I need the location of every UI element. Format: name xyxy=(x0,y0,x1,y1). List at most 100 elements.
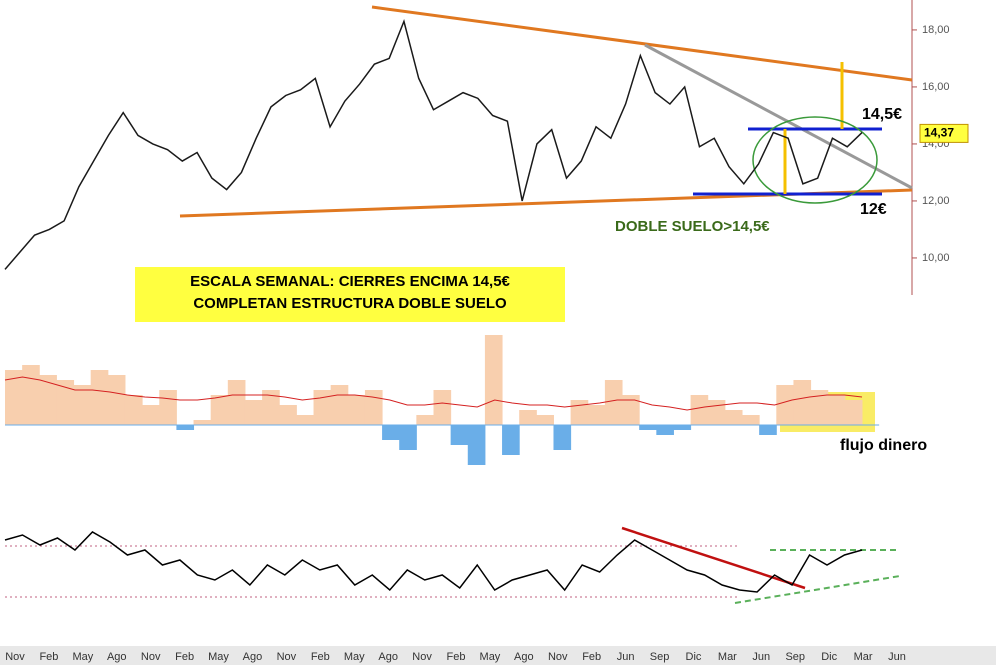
x-tick-label: May xyxy=(208,651,229,663)
x-tick-label: Nov xyxy=(5,651,25,663)
flow-bar xyxy=(90,370,109,425)
flow-bar xyxy=(742,415,760,425)
flow-bar xyxy=(622,395,640,425)
flow-bar xyxy=(707,400,726,425)
flow-bar xyxy=(484,335,503,425)
flow-bar xyxy=(193,420,212,425)
x-tick-label: Nov xyxy=(141,651,161,663)
flow-bar xyxy=(604,380,623,425)
flow-bar xyxy=(227,380,246,425)
x-tick-label: Mar xyxy=(718,651,737,663)
gray-trendline xyxy=(644,43,913,190)
flow-bar xyxy=(759,425,777,435)
resistance-trendline xyxy=(371,5,913,82)
flow-bar xyxy=(22,365,40,425)
x-tick-label: Mar xyxy=(854,651,873,663)
flow-bar xyxy=(382,425,400,440)
flow-bar xyxy=(776,385,794,425)
x-tick-label: Jun xyxy=(888,651,906,663)
x-tick-label: Jun xyxy=(752,651,770,663)
flow-bar xyxy=(416,415,434,425)
x-tick-label: Feb xyxy=(311,651,330,663)
note-line: COMPLETAN ESTRUCTURA DOBLE SUELO xyxy=(193,295,507,312)
flow-bar xyxy=(330,385,349,425)
flow-bar xyxy=(73,385,92,425)
note-box xyxy=(135,267,565,322)
flow-bar xyxy=(519,410,537,425)
x-tick-label: Ago xyxy=(243,651,263,663)
x-tick-label: Feb xyxy=(39,651,58,663)
oscillator-line xyxy=(4,531,863,593)
x-axis-band xyxy=(0,646,996,665)
flow-bar xyxy=(724,410,743,425)
flow-bar xyxy=(553,425,572,450)
flow-bar xyxy=(210,395,229,425)
flow-bar xyxy=(570,400,589,425)
flow-bar xyxy=(279,405,297,425)
x-tick-label: Nov xyxy=(412,651,432,663)
y-tick-label: 12,00 xyxy=(922,195,950,207)
flow-bar xyxy=(639,425,657,430)
x-tick-label: Ago xyxy=(107,651,127,663)
annotation: 12€ xyxy=(860,201,887,218)
last-price-label: 14,37 xyxy=(924,126,954,140)
flow-bar xyxy=(296,415,315,425)
flow-bar xyxy=(827,395,846,425)
flow-bar xyxy=(656,425,674,435)
y-tick-label: 16,00 xyxy=(922,81,950,93)
x-tick-label: May xyxy=(72,651,93,663)
flow-average xyxy=(4,376,863,411)
flow-bar xyxy=(467,425,486,465)
flow-bar xyxy=(262,390,280,425)
oscillator-trendline xyxy=(621,526,806,590)
last-price-box xyxy=(919,123,969,143)
flow-bar xyxy=(142,405,160,425)
annotation: DOBLE SUELO>14,5€ xyxy=(615,218,770,235)
y-tick-label: 10,00 xyxy=(922,252,950,264)
x-tick-label: Feb xyxy=(582,651,601,663)
x-tick-label: Jun xyxy=(617,651,635,663)
x-tick-label: Nov xyxy=(548,651,568,663)
pattern-ellipse xyxy=(752,116,878,204)
x-tick-label: Ago xyxy=(514,651,534,663)
flow-bar xyxy=(313,390,332,425)
x-tick-label: Dic xyxy=(686,651,702,663)
flow-bar xyxy=(690,395,709,425)
flow-bar xyxy=(107,375,126,425)
flow-bar xyxy=(159,390,177,425)
x-tick-label: May xyxy=(344,651,365,663)
note-line: ESCALA SEMANAL: CIERRES ENCIMA 14,5€ xyxy=(190,273,510,290)
flow-bar xyxy=(39,375,57,425)
x-tick-label: Dic xyxy=(821,651,837,663)
oscillator-trendline xyxy=(734,575,901,604)
flow-bar xyxy=(176,425,195,430)
annotation: flujo dinero xyxy=(840,437,927,454)
x-tick-label: Feb xyxy=(447,651,466,663)
annotation: 14,5€ xyxy=(862,106,902,123)
x-tick-label: Nov xyxy=(277,651,297,663)
flow-bar xyxy=(810,390,829,425)
flow-bar xyxy=(347,395,366,425)
flow-bar xyxy=(502,425,520,455)
flow-bar xyxy=(536,415,554,425)
flow-bar xyxy=(673,425,692,430)
flow-bar xyxy=(399,425,417,450)
x-tick-label: May xyxy=(480,651,501,663)
flow-bar xyxy=(5,370,23,425)
x-tick-label: Feb xyxy=(175,651,194,663)
flow-bar xyxy=(844,400,863,425)
x-tick-label: Ago xyxy=(378,651,398,663)
flow-bar xyxy=(124,395,143,425)
x-tick-label: Sep xyxy=(650,651,670,663)
flow-bar xyxy=(244,400,263,425)
flow-bar xyxy=(587,405,606,425)
price-line xyxy=(4,18,863,270)
x-tick-label: Sep xyxy=(785,651,805,663)
y-tick-label: 18,00 xyxy=(922,24,950,36)
flow-bar xyxy=(56,380,75,425)
flow-bar xyxy=(433,390,452,425)
flow-bar xyxy=(364,390,383,425)
flow-bar xyxy=(793,380,812,425)
